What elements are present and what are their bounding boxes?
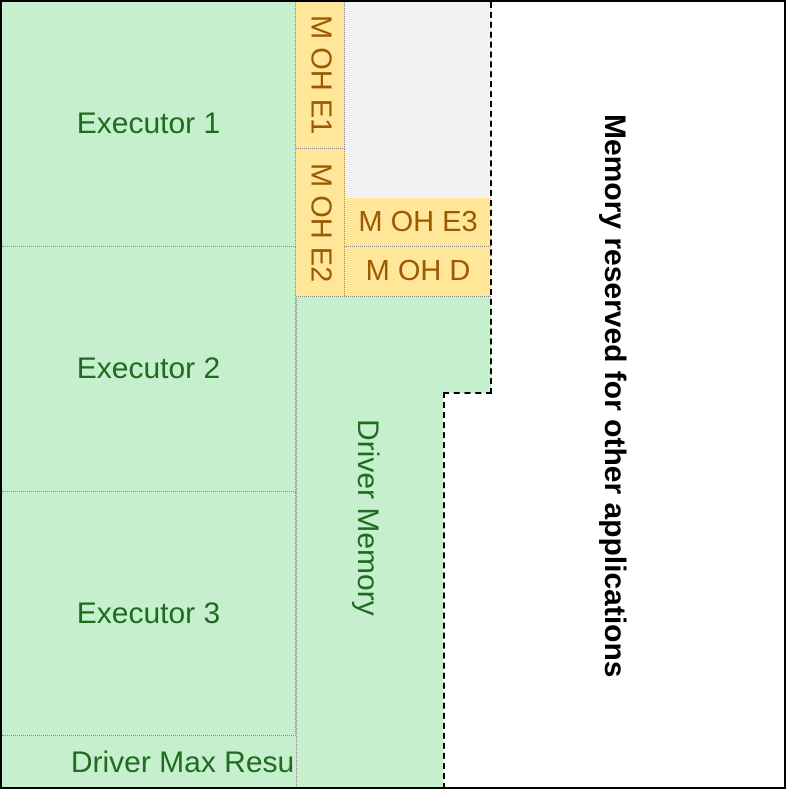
overhead-e3-block: M OH E3 xyxy=(345,198,491,247)
unused-memory-block xyxy=(345,2,491,198)
overhead-e2-label: M OH E2 xyxy=(304,162,337,283)
driver-memory-upper-block xyxy=(296,296,491,393)
overhead-driver-label: M OH D xyxy=(365,255,471,287)
overhead-e3-label: M OH E3 xyxy=(358,205,478,238)
overhead-driver-block: M OH D xyxy=(345,247,491,296)
executor-1-block: Executor 1 xyxy=(2,2,296,247)
boundary-dashed-lower xyxy=(443,392,445,787)
overhead-e2-block: M OH E2 xyxy=(296,149,345,296)
executor-2-label: Executor 2 xyxy=(76,352,221,385)
executor-2-block: Executor 2 xyxy=(2,247,296,492)
driver-memory-lower-block xyxy=(296,392,443,787)
driver-max-results-label: Driver Max Results xyxy=(70,745,325,779)
overhead-e1-label: M OH E1 xyxy=(304,15,337,135)
boundary-dashed-step xyxy=(443,392,492,394)
executor-3-block: Executor 3 xyxy=(2,492,296,736)
driver-memory-label-wrap: Driver Memory xyxy=(342,392,392,642)
executor-1-label: Executor 1 xyxy=(76,107,221,140)
boundary-dashed-upper xyxy=(490,2,492,394)
driver-memory-label: Driver Memory xyxy=(351,418,384,616)
executor-3-label: Executor 3 xyxy=(76,596,221,630)
overhead-e1-block: M OH E1 xyxy=(296,2,345,149)
reserved-memory-label: Memory reserved for other applications xyxy=(598,114,631,678)
